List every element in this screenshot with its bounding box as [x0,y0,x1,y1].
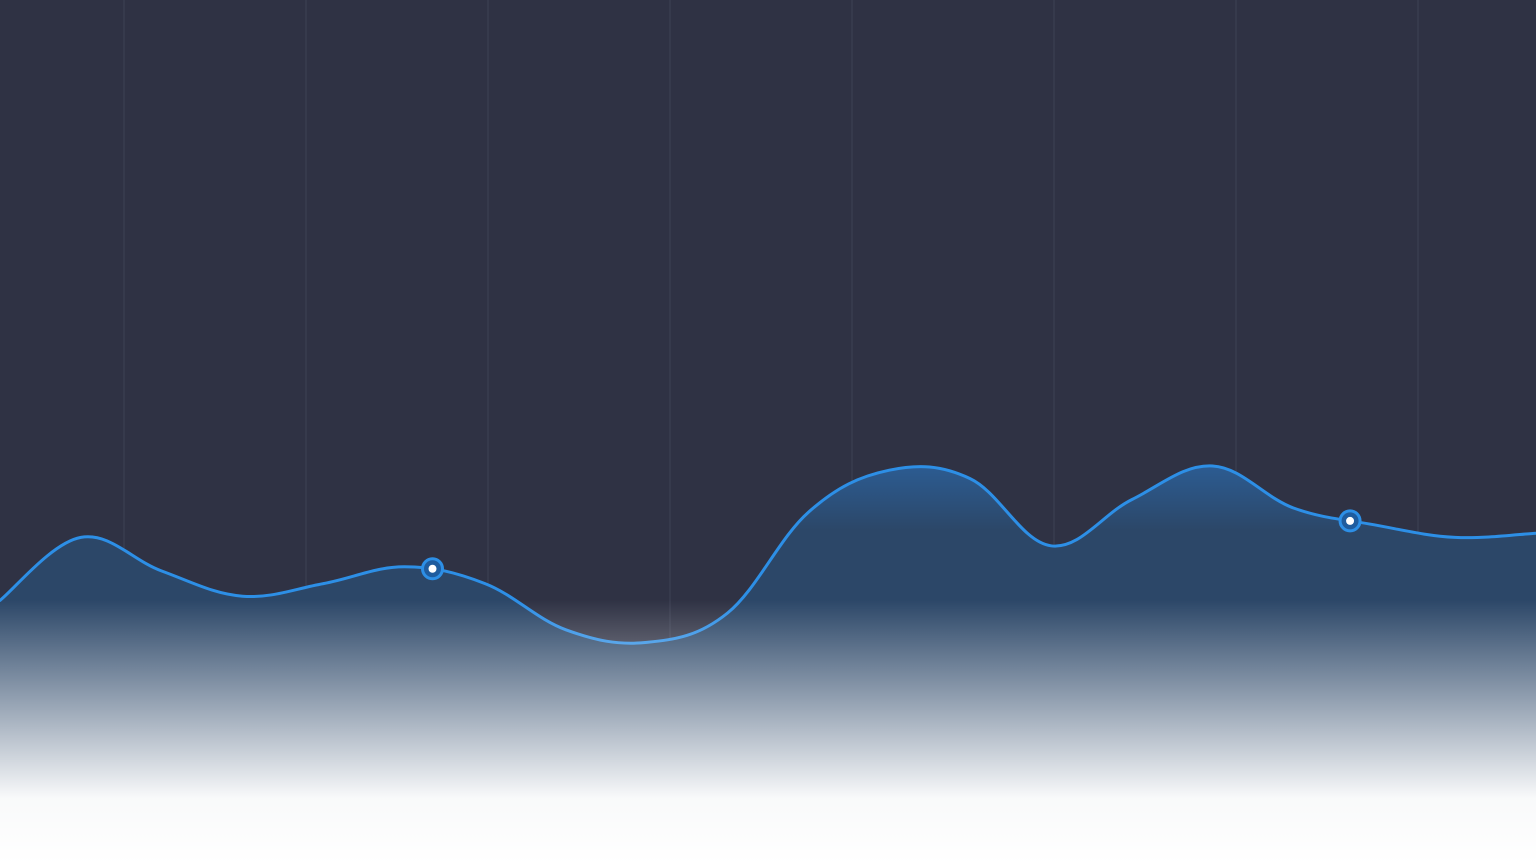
gridlines [123,0,1419,864]
series-line [0,464,1536,645]
highlight-point-dot [1346,516,1355,525]
bottom-fade [0,600,1536,864]
highlight-point-1[interactable] [421,557,445,581]
highlight-point-2[interactable] [1338,509,1362,533]
highlight-point-dot [428,564,437,573]
highlight-markers [421,509,1362,581]
